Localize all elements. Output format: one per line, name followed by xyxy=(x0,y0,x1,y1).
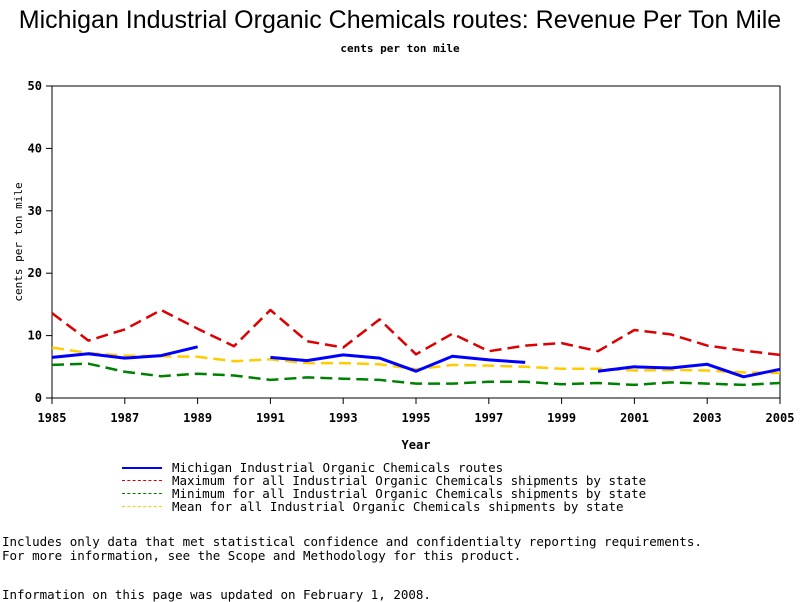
series-routes-line xyxy=(597,362,781,379)
chart-subtitle: cents per ton mile xyxy=(340,42,460,55)
y-axis-title: cents per ton mile xyxy=(12,182,25,301)
series-layer xyxy=(51,308,781,387)
x-tick-label: 1997 xyxy=(474,411,503,425)
x-tick-label: 1991 xyxy=(256,411,285,425)
y-tick-label: 30 xyxy=(28,204,42,218)
y-tick-label: 20 xyxy=(28,266,42,280)
x-tick-label: 1993 xyxy=(329,411,358,425)
x-tick-label: 1999 xyxy=(547,411,576,425)
x-tick-label: 1995 xyxy=(402,411,431,425)
y-tick-label: 50 xyxy=(28,79,42,93)
legend-label-maximum: Maximum for all Industrial Organic Chemi… xyxy=(172,473,647,488)
series-routes-line xyxy=(51,345,198,360)
footnotes: Includes only data that met statistical … xyxy=(2,535,702,563)
legend-item-maximum: Maximum for all Industrial Organic Chemi… xyxy=(122,474,646,487)
legend-label-mean: Mean for all Industrial Organic Chemical… xyxy=(172,499,624,514)
x-tick-label: 1985 xyxy=(38,411,67,425)
series-minimum-line xyxy=(51,362,781,387)
x-tick-label: 2001 xyxy=(620,411,649,425)
legend-swatch-mean xyxy=(122,506,162,507)
y-tick-label: 40 xyxy=(28,141,42,155)
footnote-methodology: For more information, see the Scope and … xyxy=(2,548,522,563)
legend-swatch-routes xyxy=(122,466,162,469)
axes: 0 10 20 30 40 50 1985 1987 1989 1991 1993 1995 1997 1… xyxy=(28,79,795,425)
x-tick-label: 2003 xyxy=(693,411,722,425)
series-maximum-line xyxy=(51,308,781,357)
series-routes-line xyxy=(270,353,526,373)
legend-swatch-maximum xyxy=(122,480,162,481)
x-axis-title: Year xyxy=(402,438,431,452)
plot-frame xyxy=(51,85,781,399)
legend-item-routes: Michigan Industrial Organic Chemicals ro… xyxy=(122,461,646,474)
legend-item-mean: Mean for all Industrial Organic Chemical… xyxy=(122,500,646,513)
series-mean-line xyxy=(51,346,781,375)
x-tick-label: 2005 xyxy=(766,411,795,425)
update-date-note: Information on this page was updated on … xyxy=(2,587,431,602)
legend-label-routes: Michigan Industrial Organic Chemicals ro… xyxy=(172,460,504,475)
x-tick-label: 1987 xyxy=(110,411,139,425)
legend-label-minimum: Minimum for all Industrial Organic Chemi… xyxy=(172,486,647,501)
y-tick-label: 0 xyxy=(35,391,42,405)
legend: Michigan Industrial Organic Chemicals ro… xyxy=(122,461,646,513)
legend-swatch-minimum xyxy=(122,493,162,494)
chart-title: Michigan Industrial Organic Chemicals ro… xyxy=(18,6,782,34)
y-tick-label: 10 xyxy=(28,329,42,343)
x-tick-label: 1989 xyxy=(183,411,212,425)
legend-item-minimum: Minimum for all Industrial Organic Chemi… xyxy=(122,487,646,500)
footnote-confidentiality: Includes only data that met statistical … xyxy=(2,534,702,549)
